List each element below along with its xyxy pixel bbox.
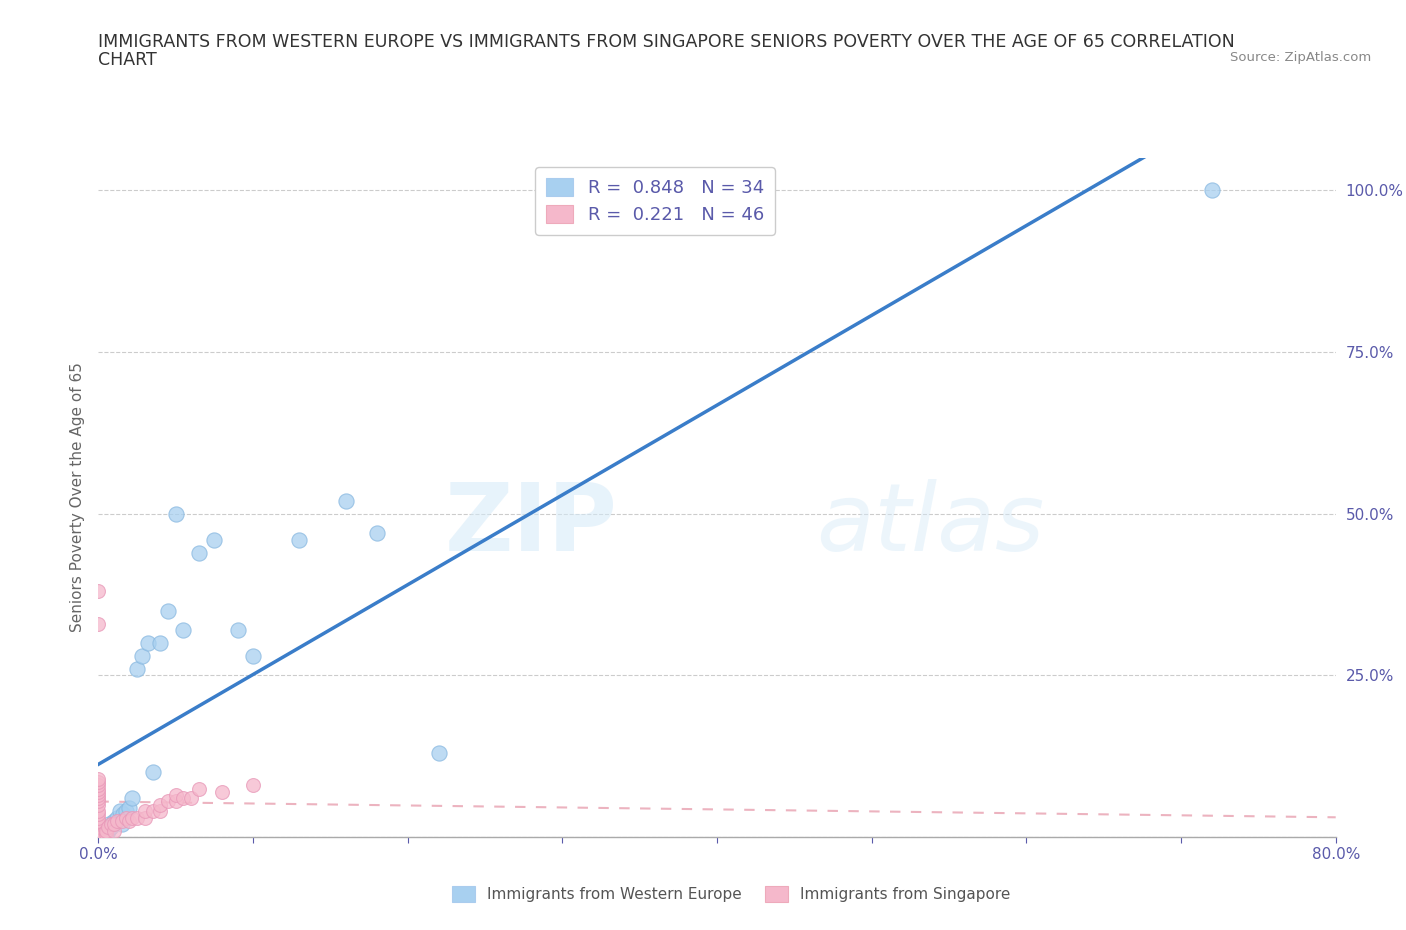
Legend: R =  0.848   N = 34, R =  0.221   N = 46: R = 0.848 N = 34, R = 0.221 N = 46 [536,167,775,234]
Point [87,777,110,792]
Point [87,817,110,831]
Point [87,584,110,599]
Point [188,781,211,796]
Point [131,648,153,663]
Point [87,827,110,842]
Point [105,814,128,829]
Point [1201,183,1223,198]
Point [87,804,110,818]
Point [211,784,233,799]
Point [91,827,114,842]
Point [87,797,110,812]
Point [165,506,187,521]
Point [242,777,264,792]
Y-axis label: Seniors Poverty Over the Age of 65: Seniors Poverty Over the Age of 65 [69,363,84,632]
Point [87,823,110,838]
Point [134,810,156,825]
Point [149,635,172,650]
Point [118,814,141,829]
Point [111,817,132,831]
Point [121,810,143,825]
Point [96,827,118,842]
Point [87,794,110,809]
Point [180,790,202,805]
Point [141,804,165,818]
Point [87,810,110,825]
Point [226,623,249,638]
Point [118,801,141,816]
Point [87,771,110,786]
Point [87,784,110,799]
Point [105,810,128,825]
Point [115,810,138,825]
Point [87,617,110,631]
Point [108,804,131,818]
Point [188,545,211,560]
Point [149,797,172,812]
Point [335,493,357,508]
Point [87,790,110,805]
Point [149,804,172,818]
Point [204,532,226,547]
Point [115,804,138,818]
Point [172,623,194,638]
Point [127,810,149,825]
Point [87,788,110,803]
Point [121,790,143,805]
Point [87,820,110,835]
Point [165,788,187,803]
Text: atlas: atlas [815,479,1045,570]
Point [141,764,165,779]
Point [103,814,125,829]
Point [366,525,388,540]
Point [111,814,132,829]
Point [100,817,122,831]
Point [87,781,110,796]
Point [98,817,121,831]
Text: Source: ZipAtlas.com: Source: ZipAtlas.com [1230,51,1371,64]
Point [165,794,187,809]
Text: CHART: CHART [98,51,157,69]
Point [87,817,110,831]
Point [87,807,110,822]
Text: IMMIGRANTS FROM WESTERN EUROPE VS IMMIGRANTS FROM SINGAPORE SENIORS POVERTY OVER: IMMIGRANTS FROM WESTERN EUROPE VS IMMIGR… [98,33,1234,50]
Point [97,823,120,838]
Point [112,807,135,822]
Point [100,820,122,835]
Point [97,820,120,835]
Point [103,817,125,831]
Point [96,827,118,842]
Point [103,823,125,838]
Point [134,804,156,818]
Point [87,814,110,829]
Legend: Immigrants from Western Europe, Immigrants from Singapore: Immigrants from Western Europe, Immigran… [446,880,1017,909]
Point [157,604,180,618]
Point [87,775,110,790]
Point [136,635,159,650]
Point [157,794,180,809]
Text: ZIP: ZIP [446,479,619,571]
Point [96,823,118,838]
Point [288,532,311,547]
Point [427,746,450,761]
Point [91,820,114,835]
Point [127,661,149,676]
Point [90,827,112,842]
Point [87,827,110,842]
Point [172,790,194,805]
Point [87,824,110,839]
Point [87,823,110,838]
Point [242,648,264,663]
